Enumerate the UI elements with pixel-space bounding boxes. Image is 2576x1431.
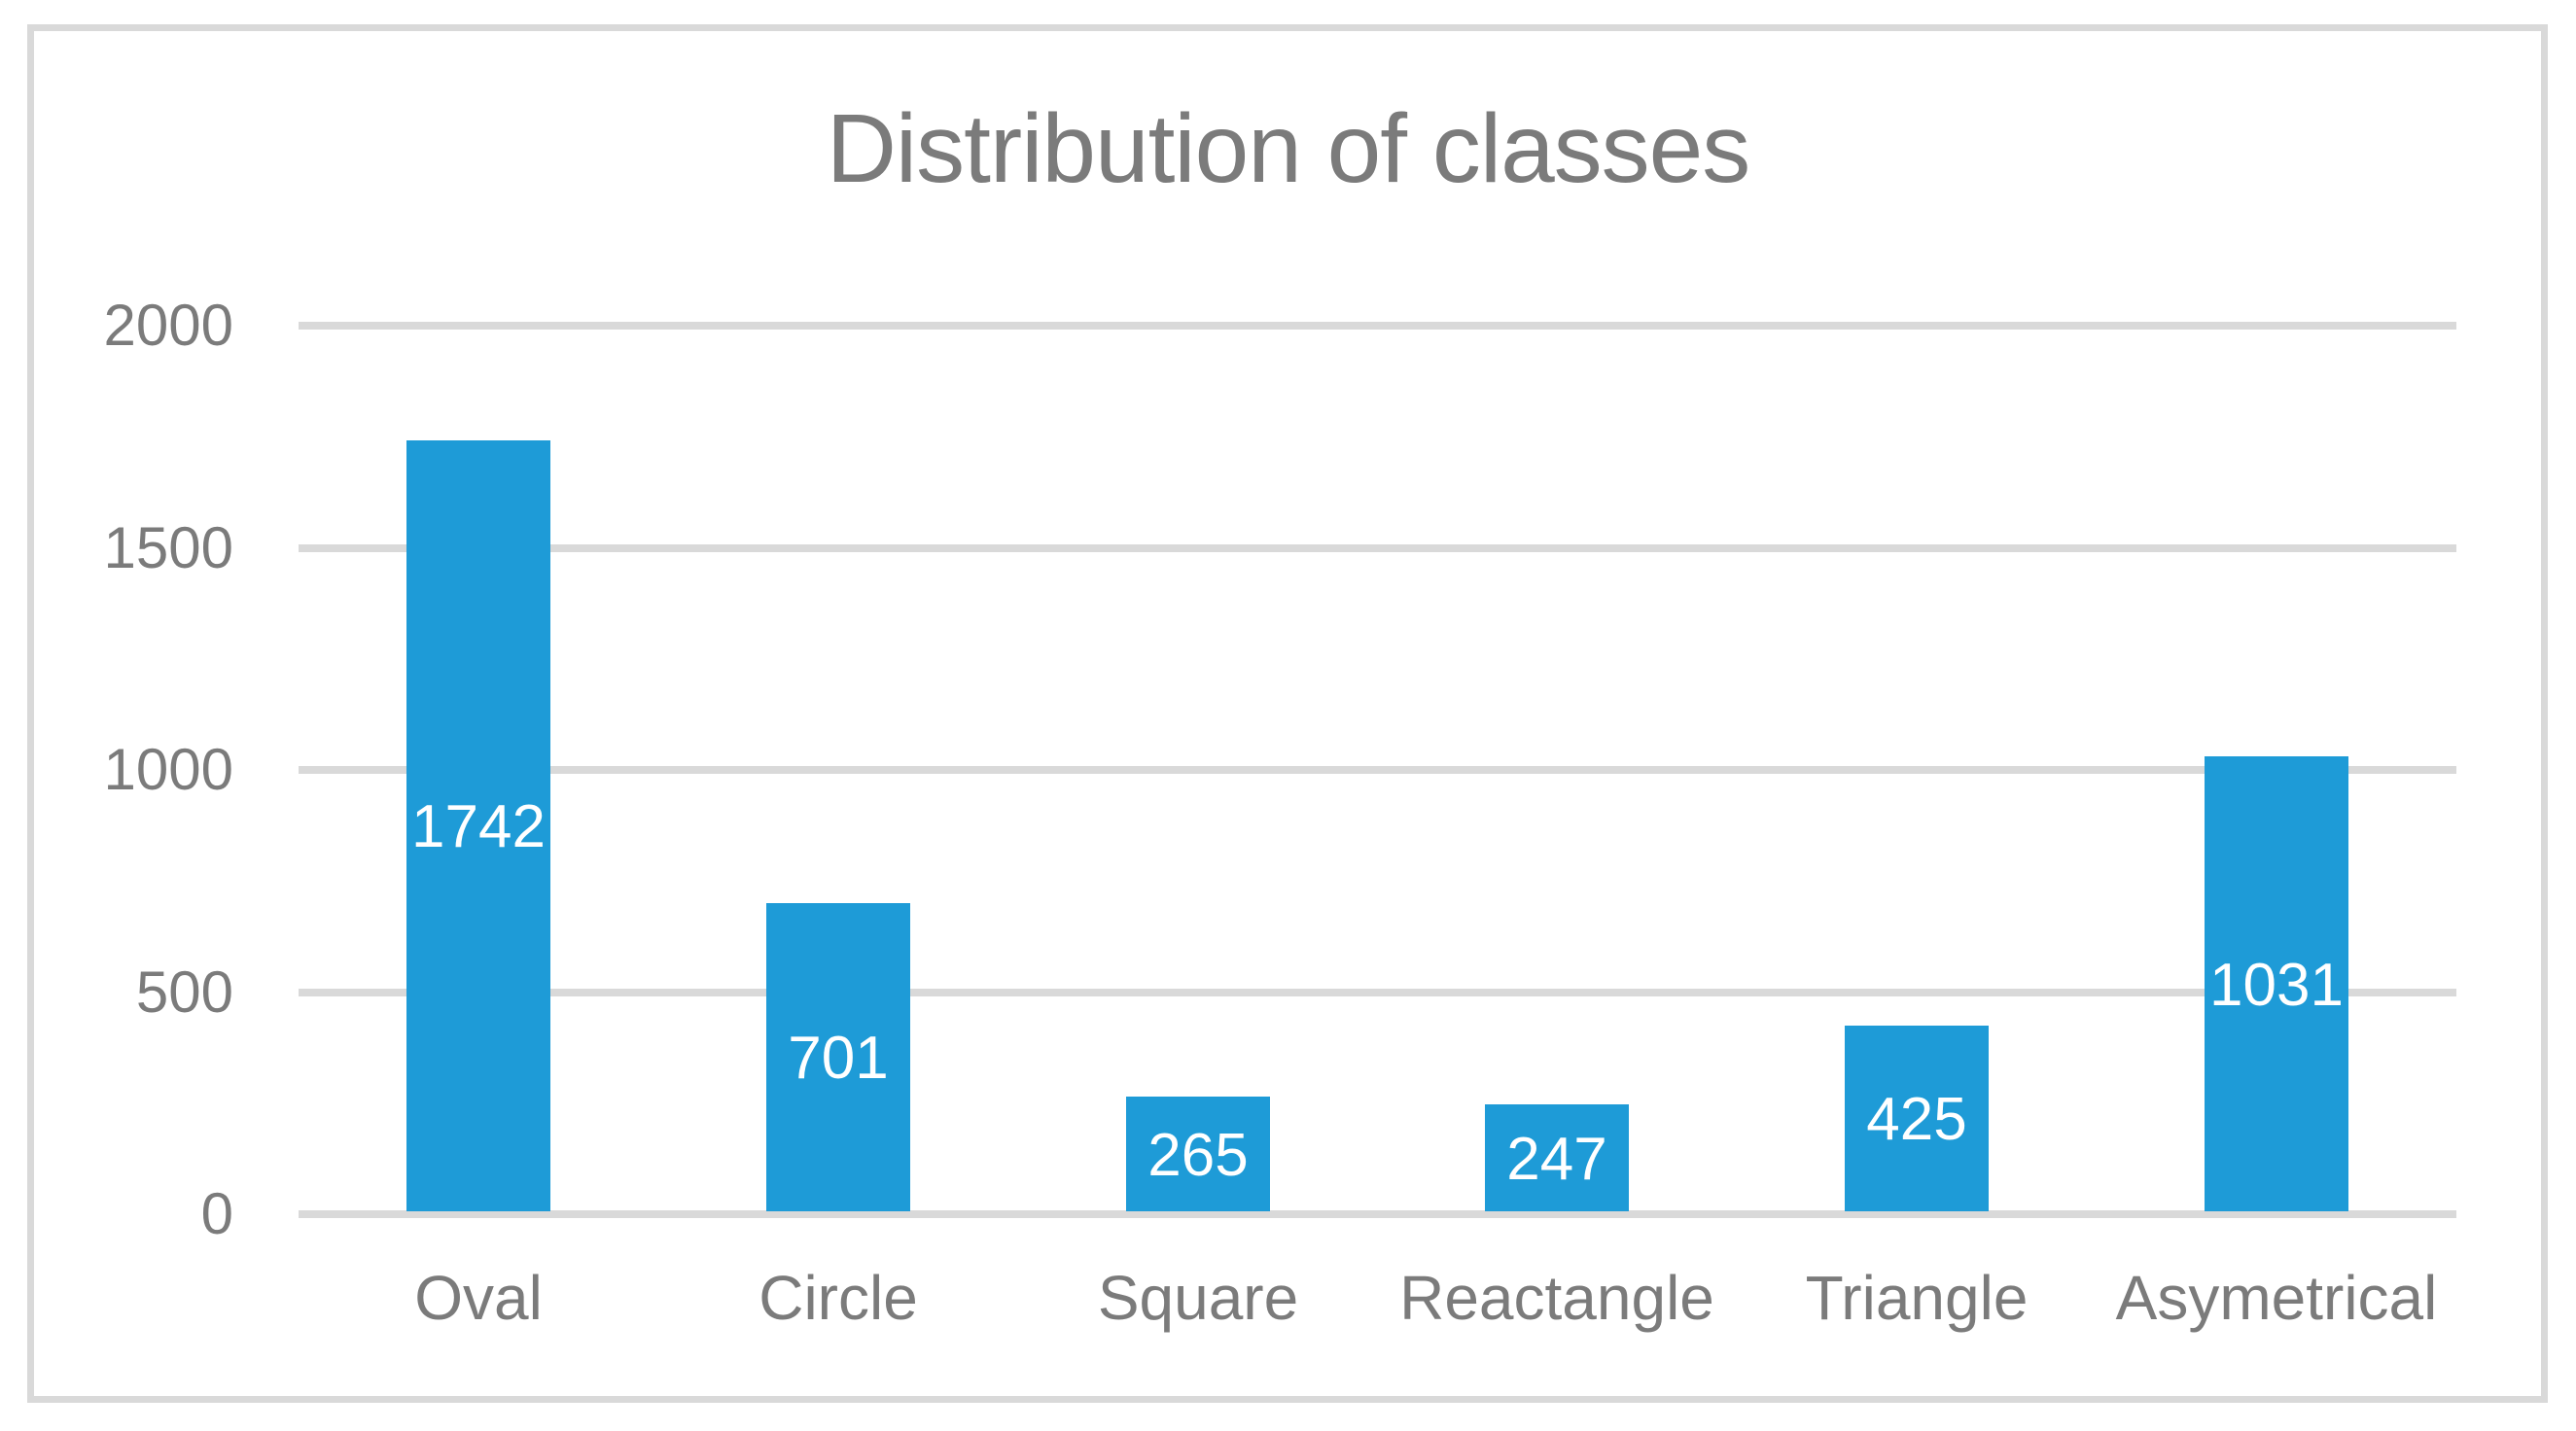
x-axis-category-label: Triangle xyxy=(1805,1263,2029,1333)
bar-asymetrical xyxy=(2205,756,2348,1211)
y-axis-tick-label: 0 xyxy=(200,1181,233,1246)
bar-value-label: 247 xyxy=(1506,1126,1607,1193)
bar-value-label: 1031 xyxy=(2209,952,2344,1019)
y-axis-tick-label: 1000 xyxy=(103,737,233,802)
chart-title: Distribution of classes xyxy=(826,94,1751,203)
y-axis-tick-label: 1500 xyxy=(103,515,233,580)
x-axis-category-label: Circle xyxy=(759,1263,918,1333)
bar-circle xyxy=(766,903,910,1211)
bar-square xyxy=(1126,1097,1270,1211)
x-axis-category-label: Reactangle xyxy=(1399,1263,1714,1333)
x-axis-category-label: Oval xyxy=(414,1263,543,1333)
y-gridline-2000 xyxy=(299,322,2456,330)
bar-value-label: 1742 xyxy=(411,793,546,860)
x-axis-category-label: Square xyxy=(1097,1263,1299,1333)
y-axis-tick-label: 2000 xyxy=(103,293,233,358)
bar-value-label: 425 xyxy=(1866,1086,1967,1153)
y-gridline-1000 xyxy=(299,766,2456,774)
y-gridline-1500 xyxy=(299,544,2456,552)
bar-value-label: 701 xyxy=(788,1025,889,1092)
y-axis-tick-label: 500 xyxy=(135,960,233,1025)
bar-oval xyxy=(406,440,550,1211)
bar-reactangle xyxy=(1485,1104,1629,1211)
bar-triangle xyxy=(1845,1026,1989,1211)
y-gridline-0 xyxy=(299,1210,2456,1218)
chart-frame-border xyxy=(27,24,2548,1403)
bar-value-label: 265 xyxy=(1147,1122,1249,1189)
x-axis-category-label: Asymetrical xyxy=(2115,1263,2438,1333)
y-gridline-500 xyxy=(299,989,2456,996)
